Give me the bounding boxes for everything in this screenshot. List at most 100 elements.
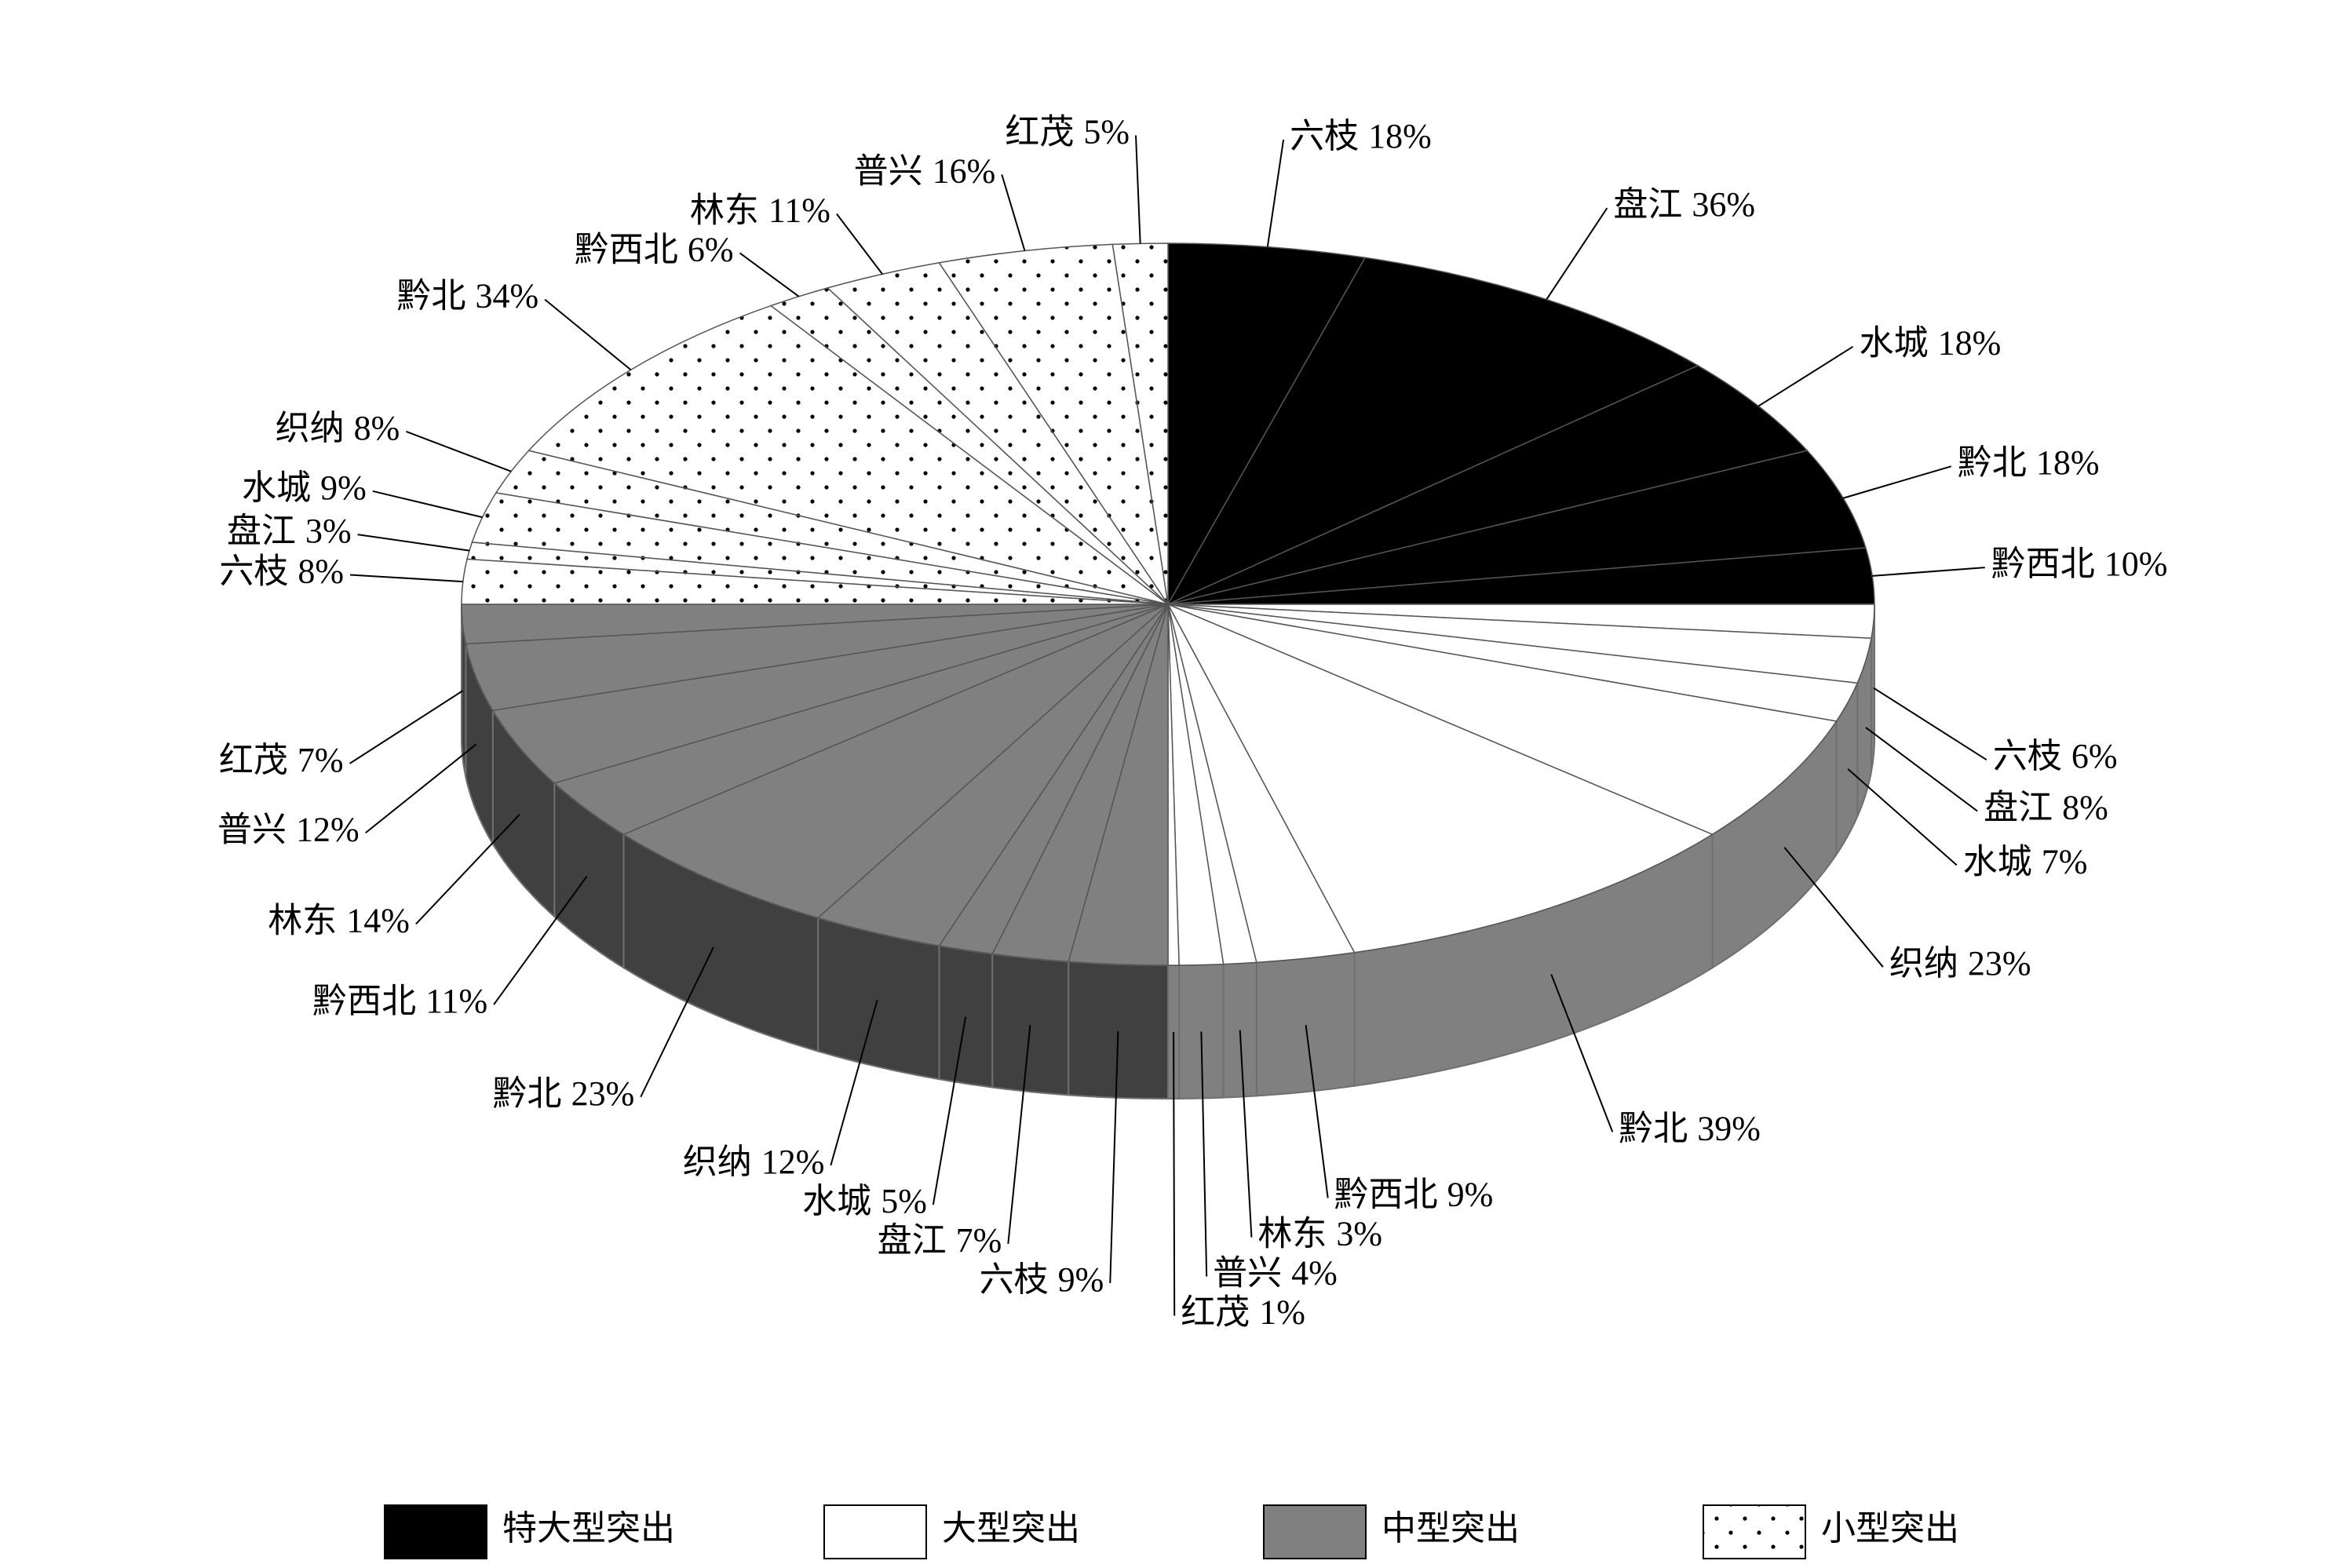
- legend-label: 大型突出: [942, 1509, 1080, 1548]
- slice-label: 织纳 23%: [1889, 944, 2031, 983]
- leader-line: [1239, 1030, 1253, 1238]
- slice-value: 9%: [320, 469, 367, 507]
- slice-value: 6%: [2071, 737, 2118, 775]
- slice-value: 9%: [1058, 1260, 1104, 1299]
- slice-labels: 六枝 18%盘江 36%水城 18%黔北 18%黔西北 10%六枝 6%盘江 8%水城 7%织纳…: [217, 113, 2167, 1332]
- slice-value: 39%: [1697, 1109, 1761, 1147]
- slice-category: 普兴: [854, 152, 923, 191]
- leader-line: [1783, 847, 1884, 968]
- slice-value: 18%: [1368, 117, 1432, 155]
- pie-tops: [461, 242, 1875, 966]
- slice-value: 10%: [2104, 545, 2168, 583]
- slice-side: [1255, 951, 1356, 1097]
- slice-side: [1222, 961, 1257, 1099]
- slice-label: 黔北 23%: [493, 1074, 635, 1113]
- slice-label: 六枝 18%: [1290, 117, 1432, 155]
- slice-label: 盘江 8%: [1984, 789, 2108, 827]
- slice-label: 黔西北 6%: [575, 231, 734, 269]
- slice-side: [938, 945, 994, 1088]
- slice-value: 7%: [956, 1221, 1002, 1260]
- slice-value: 14%: [346, 902, 410, 940]
- slice-label: 红茂 7%: [219, 741, 344, 779]
- slice-category: 红茂: [1005, 113, 1074, 151]
- slice-label: 普兴 16%: [854, 152, 996, 191]
- slice-label: 六枝 9%: [980, 1260, 1104, 1299]
- slice-category: 红茂: [1181, 1293, 1250, 1332]
- leader-line: [1173, 1031, 1176, 1316]
- leader-line: [1266, 139, 1285, 247]
- slice-category: 普兴: [217, 810, 287, 848]
- slice-label: 盘江 3%: [227, 512, 352, 550]
- slice-label: 普兴 12%: [217, 810, 360, 848]
- leader-line: [830, 999, 878, 1166]
- slice-value: 8%: [354, 409, 400, 447]
- slice-label: 黔北 18%: [1958, 443, 2100, 482]
- slice-value: 7%: [297, 741, 344, 779]
- slice-value: 36%: [1692, 185, 1755, 224]
- slice: [1167, 450, 1867, 605]
- leader-line: [1550, 974, 1614, 1132]
- leader-line: [493, 875, 588, 1005]
- slice-value: 11%: [425, 982, 487, 1020]
- slice-value: 16%: [933, 152, 996, 191]
- slice-category: 黔北: [1958, 443, 2027, 482]
- slice-value: 23%: [1968, 944, 2031, 983]
- slice-label: 林东 11%: [690, 191, 830, 230]
- slice: [1166, 257, 1699, 606]
- slice-label: 红茂 5%: [1005, 113, 1130, 151]
- leader-line: [405, 430, 512, 472]
- slice-category: 盘江: [878, 1221, 947, 1260]
- legend-label: 小型突出: [1821, 1509, 1959, 1548]
- slice-category: 红茂: [219, 741, 288, 779]
- legend-swatch: [1703, 1504, 1806, 1559]
- slice-value: 18%: [2036, 443, 2100, 482]
- slice-category: 林东: [1257, 1215, 1327, 1253]
- slice-label: 水城 5%: [802, 1182, 927, 1220]
- legend-label: 特大型突出: [502, 1509, 675, 1548]
- slice-category: 林东: [268, 902, 337, 940]
- leader-line: [1873, 687, 1987, 761]
- slice-value: 18%: [1938, 324, 2002, 363]
- slice-label: 水城 7%: [1963, 842, 2088, 881]
- leader-line: [1200, 1031, 1208, 1277]
- slice-label: 水城 9%: [242, 469, 367, 507]
- slice: [527, 304, 1169, 605]
- leader-line: [415, 814, 520, 925]
- slice: [622, 603, 1169, 919]
- slice-label: 六枝 6%: [1993, 737, 2118, 775]
- legend: 特大型突出 大型突出 中型突出 小型突出: [384, 1504, 1959, 1559]
- slice-side: [1178, 963, 1225, 1099]
- leader-line: [372, 490, 483, 519]
- slice-label: 黔西北 10%: [1991, 545, 2168, 583]
- slice: [1167, 364, 1809, 605]
- slice-category: 水城: [802, 1182, 871, 1220]
- slice-label: 黔北 39%: [1619, 1109, 1761, 1147]
- slice-category: 黔西北: [1991, 545, 2095, 583]
- slice-label: 盘江 36%: [1613, 185, 1755, 224]
- leader-line: [932, 1016, 967, 1205]
- leader-line: [1872, 567, 1985, 577]
- slice-label: 林东 14%: [268, 902, 410, 940]
- slice-value: 12%: [761, 1143, 825, 1181]
- leader-line: [1109, 1030, 1119, 1284]
- slice-category: 黔西北: [312, 982, 416, 1020]
- slice-category: 织纳: [276, 409, 345, 447]
- slice-label: 织纳 8%: [276, 409, 400, 447]
- slice-value: 34%: [475, 277, 538, 315]
- slice-category: 六枝: [219, 552, 288, 591]
- slice-value: 5%: [1083, 113, 1130, 151]
- leader-line: [640, 946, 714, 1098]
- slice: [1167, 603, 1838, 836]
- slice-label: 林东 3%: [1257, 1215, 1382, 1253]
- slice-category: 六枝: [980, 1260, 1049, 1299]
- slice-value: 4%: [1291, 1254, 1338, 1293]
- leader-line: [1546, 207, 1608, 301]
- slice-value: 6%: [688, 231, 734, 269]
- slice-category: 盘江: [227, 512, 296, 550]
- leader-line: [1007, 1025, 1031, 1245]
- leader-line: [1135, 135, 1141, 244]
- leader-line: [1305, 1025, 1329, 1198]
- slice-category: 织纳: [683, 1143, 752, 1181]
